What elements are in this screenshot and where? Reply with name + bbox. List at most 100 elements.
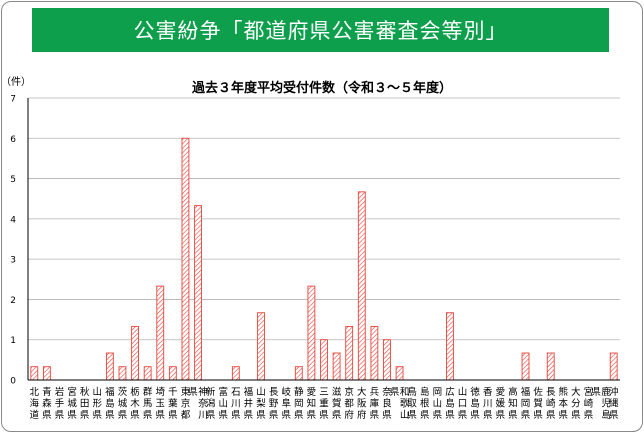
svg-text:県: 県 [433, 410, 443, 421]
svg-text:取: 取 [407, 399, 417, 410]
svg-text:県: 県 [571, 410, 581, 421]
bar-大阪府 [357, 191, 366, 381]
svg-text:奈: 奈 [382, 386, 392, 398]
svg-text:良: 良 [382, 398, 392, 410]
svg-text:奈: 奈 [198, 398, 208, 410]
svg-text:知: 知 [307, 398, 317, 410]
svg-text:県: 県 [206, 410, 216, 421]
x-tick-label: 山梨県山梨県 [256, 387, 266, 421]
x-tick-label: 宮城県宮城県 [67, 386, 77, 421]
svg-text:北: 北 [30, 387, 40, 398]
x-tick-label: 鹿児島県鹿児島県 [591, 386, 611, 421]
svg-text:県: 県 [332, 410, 342, 421]
svg-text:岡: 岡 [294, 399, 304, 410]
svg-text:県: 県 [67, 410, 77, 421]
x-tick-label: 北海道北海道 [30, 387, 40, 421]
bar-滋賀県 [332, 352, 341, 381]
x-tick-label: 栃木県栃木県 [130, 386, 140, 421]
svg-text:島: 島 [601, 409, 611, 421]
svg-text:梨: 梨 [256, 398, 266, 410]
svg-text:県: 県 [130, 410, 140, 421]
svg-text:京: 京 [344, 386, 354, 398]
y-tick-label: 3 [10, 256, 16, 266]
svg-text:愛: 愛 [496, 386, 506, 398]
svg-text:県: 県 [584, 410, 594, 421]
x-tick-label: 千葉県千葉県 [168, 387, 178, 421]
x-tick-label: 大阪府大阪府 [357, 386, 367, 421]
bar-茨城県 [118, 366, 127, 381]
svg-text:栃: 栃 [130, 386, 140, 398]
svg-text:福: 福 [105, 386, 115, 398]
svg-text:山: 山 [400, 410, 410, 421]
x-tick-label: 島根県島根県 [420, 386, 430, 421]
svg-text:沖: 沖 [609, 386, 619, 398]
svg-text:青: 青 [42, 386, 52, 398]
svg-text:島: 島 [445, 398, 455, 410]
bar-和歌山県 [395, 366, 404, 381]
svg-text:県: 県 [470, 410, 480, 421]
svg-text:茨: 茨 [118, 386, 128, 398]
svg-text:県: 県 [483, 410, 493, 421]
svg-text:府: 府 [357, 409, 367, 421]
svg-text:県: 県 [445, 410, 455, 421]
y-tick-label: 4 [10, 215, 16, 225]
svg-text:岡: 岡 [433, 387, 443, 398]
x-tick-label: 奈良県奈良県 [382, 386, 392, 421]
svg-text:県: 県 [155, 410, 165, 421]
svg-text:県: 県 [546, 410, 556, 421]
svg-text:田: 田 [80, 399, 90, 410]
svg-text:大: 大 [357, 386, 367, 398]
svg-text:県: 県 [80, 410, 90, 421]
svg-text:県: 県 [188, 387, 198, 398]
svg-text:森: 森 [42, 398, 52, 410]
svg-text:城: 城 [118, 399, 128, 410]
svg-text:県: 県 [143, 410, 153, 421]
svg-text:県: 県 [118, 410, 128, 421]
svg-text:新: 新 [206, 386, 216, 398]
svg-text:徳: 徳 [470, 386, 480, 398]
svg-text:根: 根 [420, 398, 430, 410]
y-tick-label: 6 [10, 135, 16, 145]
svg-text:阜: 阜 [281, 398, 291, 410]
x-tick-label: 鳥取県 鳥取県 [407, 386, 417, 421]
svg-text:富: 富 [218, 386, 228, 398]
svg-text:県: 県 [533, 410, 543, 421]
svg-text:口: 口 [458, 399, 468, 410]
bar-神奈川県 [194, 205, 202, 381]
svg-text:島: 島 [105, 398, 115, 410]
svg-text:阪: 阪 [357, 399, 367, 410]
svg-text:井: 井 [244, 398, 254, 410]
y-tick-label: 2 [10, 296, 16, 306]
svg-text:山: 山 [458, 387, 468, 398]
x-tick-label: 秋田県秋田県 [80, 386, 90, 421]
bar-静岡県 [294, 366, 303, 381]
svg-text:県: 県 [559, 410, 569, 421]
svg-text:県: 県 [609, 410, 619, 421]
y-tick-label: 7 [10, 95, 16, 105]
y-axis-label: （件） [1, 76, 31, 88]
svg-text:野: 野 [269, 399, 279, 410]
svg-text:熊: 熊 [559, 386, 569, 398]
svg-text:本: 本 [559, 398, 569, 410]
bar-青森県 [42, 366, 51, 381]
x-tick-label: 福井県福井県 [244, 386, 254, 421]
svg-text:府: 府 [344, 409, 354, 421]
bar-山梨県 [257, 312, 265, 381]
svg-text:県: 県 [218, 410, 228, 421]
svg-text:県: 県 [420, 410, 430, 421]
svg-text:県: 県 [319, 410, 329, 421]
svg-text:県: 県 [231, 410, 241, 421]
svg-text:県: 県 [244, 410, 254, 421]
svg-text:歌: 歌 [400, 398, 410, 410]
x-tick-label: 熊本県熊本県 [559, 386, 569, 421]
svg-text:県: 県 [168, 410, 178, 421]
svg-text:山: 山 [433, 399, 443, 410]
svg-text:香: 香 [483, 387, 493, 398]
svg-text:高: 高 [508, 386, 518, 398]
x-tick-label: 京都府京都府 [344, 386, 354, 421]
x-tick-label: 長野県長野県 [269, 387, 279, 421]
svg-text:馬: 馬 [143, 399, 153, 410]
x-tick-label: 和歌山県和歌山県 [390, 387, 410, 421]
bar-栃木県 [131, 325, 139, 381]
